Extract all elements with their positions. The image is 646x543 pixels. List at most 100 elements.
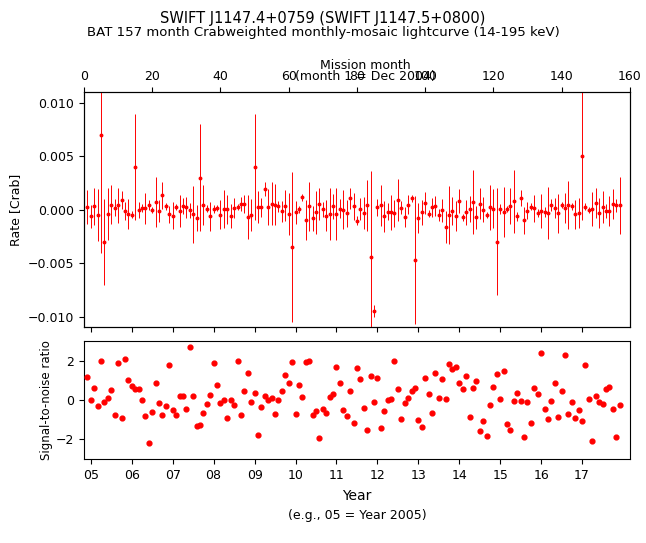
Point <box>516 396 526 405</box>
Point <box>604 382 614 391</box>
Point <box>475 427 485 435</box>
Point <box>215 399 225 407</box>
Point <box>464 413 475 421</box>
Point <box>181 405 191 413</box>
Point <box>143 439 154 447</box>
Point <box>413 415 424 424</box>
Point <box>355 375 366 384</box>
Point <box>202 400 212 408</box>
Point <box>324 393 335 402</box>
Point <box>451 363 461 371</box>
Point <box>106 386 116 394</box>
Point <box>318 405 328 414</box>
Point <box>280 370 291 379</box>
Point <box>198 408 209 417</box>
Point <box>342 412 352 420</box>
Point <box>86 395 96 404</box>
Point <box>369 398 379 407</box>
Point <box>219 396 229 405</box>
Point <box>161 401 171 410</box>
Point <box>468 384 478 393</box>
Point <box>382 396 393 405</box>
Point <box>495 394 505 403</box>
Point <box>433 394 444 402</box>
Point <box>253 431 263 440</box>
Point <box>328 390 339 399</box>
Point <box>390 357 400 365</box>
Point <box>96 357 106 365</box>
Point <box>137 396 147 405</box>
Point <box>529 384 539 393</box>
Point <box>321 409 331 418</box>
Text: Year: Year <box>342 489 372 503</box>
Point <box>543 414 553 423</box>
Point <box>399 398 410 407</box>
Point <box>212 381 222 389</box>
Point <box>441 395 451 403</box>
Point <box>502 420 512 429</box>
Point <box>134 384 144 393</box>
Point <box>151 378 161 387</box>
Point <box>547 397 557 406</box>
Point <box>523 397 533 406</box>
Point <box>587 437 598 446</box>
Point <box>379 406 390 415</box>
Point <box>297 393 307 401</box>
Point <box>123 375 134 384</box>
Point <box>311 406 321 415</box>
Point <box>403 394 413 402</box>
Point <box>287 358 297 367</box>
Point <box>294 381 304 389</box>
Point <box>526 419 536 427</box>
Point <box>454 378 464 387</box>
Point <box>444 359 454 368</box>
Point <box>92 401 103 410</box>
Point <box>110 410 120 419</box>
Point <box>167 406 178 414</box>
Text: BAT 157 month Crabweighted monthly-mosaic lightcurve (14-195 keV): BAT 157 month Crabweighted monthly-mosai… <box>87 26 559 39</box>
Point <box>471 377 481 386</box>
Point <box>130 385 140 394</box>
Point <box>512 389 523 397</box>
Point <box>82 372 92 381</box>
Point <box>273 395 284 404</box>
Point <box>178 392 188 400</box>
Point <box>331 363 342 371</box>
Point <box>171 411 182 419</box>
Point <box>508 397 519 406</box>
Point <box>420 373 430 382</box>
Point <box>314 433 324 442</box>
Point <box>437 375 448 384</box>
Point <box>590 392 601 401</box>
Point <box>256 403 267 412</box>
Point <box>236 411 246 419</box>
Point <box>113 359 123 368</box>
Point <box>556 387 567 395</box>
Point <box>185 343 195 351</box>
Point <box>375 424 386 433</box>
Point <box>140 412 151 420</box>
Point <box>567 397 577 406</box>
Point <box>174 392 185 400</box>
Point <box>563 410 574 419</box>
Text: Mission month: Mission month <box>320 59 410 72</box>
Point <box>492 369 502 378</box>
Point <box>457 384 468 393</box>
Text: SWIFT J1147.4+0759 (SWIFT J1147.5+0800): SWIFT J1147.4+0759 (SWIFT J1147.5+0800) <box>160 11 486 26</box>
Point <box>570 414 581 422</box>
Point <box>608 405 618 414</box>
Point <box>499 367 509 376</box>
Point <box>362 426 372 434</box>
Text: (month 1 = Dec 2004): (month 1 = Dec 2004) <box>295 70 435 83</box>
Point <box>352 363 362 372</box>
Point <box>553 413 563 422</box>
Point <box>560 351 570 359</box>
Point <box>89 384 99 393</box>
Point <box>290 409 300 418</box>
Point <box>266 394 276 403</box>
Point <box>345 387 355 396</box>
Point <box>157 411 167 419</box>
Point <box>574 406 584 414</box>
Point <box>246 397 256 406</box>
Point <box>191 421 202 430</box>
